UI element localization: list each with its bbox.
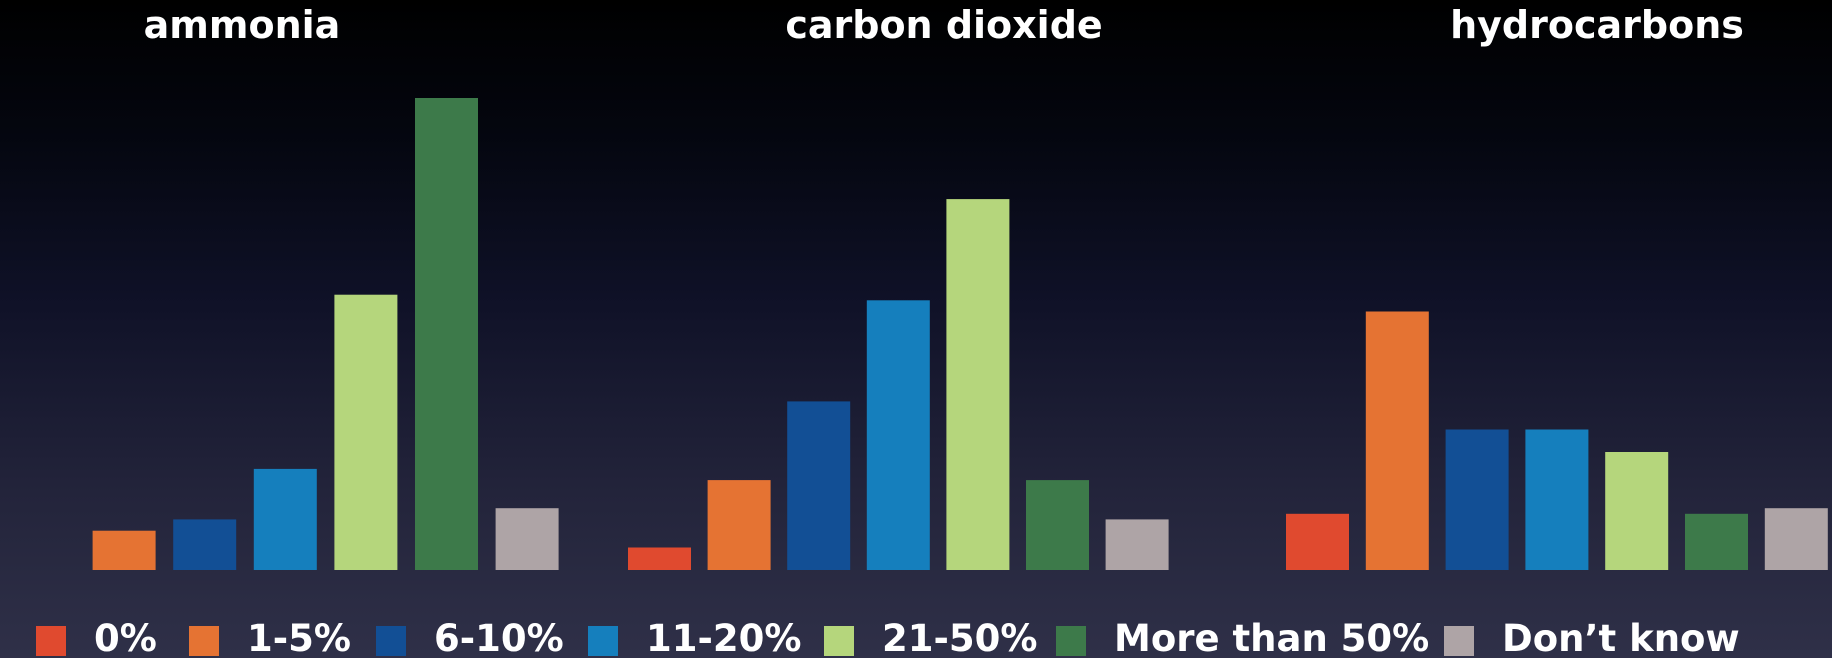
legend: 0% 1-5% 6-10% 11-20% 21-50% More than 50% Don’… — [36, 617, 1740, 658]
chart-panels: ammonia carbon dioxide hydrocarbons — [92, 3, 1828, 570]
chart-panel-0: ammonia — [92, 3, 559, 570]
bar-1-5- — [1365, 311, 1429, 570]
legend-label: Don’t know — [1502, 617, 1740, 658]
legend-swatch — [1056, 626, 1086, 656]
legend-item: Don’t know — [1444, 617, 1740, 658]
bar-11-20- — [866, 300, 930, 570]
bar-6-10- — [787, 401, 851, 570]
legend-item: 6-10% — [376, 617, 564, 658]
legend-item: More than 50% — [1056, 617, 1429, 658]
bar-11-20- — [253, 468, 317, 570]
bar-don-t-know — [1764, 508, 1828, 570]
bar-6-10- — [173, 519, 237, 570]
legend-swatch — [1444, 626, 1474, 656]
legend-swatch — [189, 626, 219, 656]
bar-21-50- — [946, 199, 1010, 570]
legend-label: 21-50% — [882, 617, 1037, 658]
chart-title: carbon dioxide — [785, 3, 1102, 47]
chart-panel-1: carbon dioxide — [628, 3, 1169, 570]
bar-more-than-50- — [1685, 513, 1748, 570]
bar-more-than-50- — [1026, 480, 1089, 570]
bar-0- — [628, 547, 691, 570]
legend-swatch — [588, 626, 618, 656]
bar-more-than-50- — [415, 98, 478, 570]
chart-panel-2: hydrocarbons — [1286, 3, 1828, 570]
legend-label: More than 50% — [1114, 617, 1429, 658]
legend-label: 11-20% — [646, 617, 801, 658]
legend-item: 1-5% — [189, 617, 351, 658]
legend-swatch — [36, 626, 66, 656]
bar-1-5- — [707, 480, 771, 570]
bar-0- — [1286, 513, 1349, 570]
bar-6-10- — [1445, 429, 1509, 570]
legend-item: 21-50% — [824, 617, 1037, 658]
chart-title: hydrocarbons — [1450, 3, 1744, 47]
bar-1-5- — [92, 530, 156, 570]
bar-don-t-know — [1105, 519, 1169, 570]
legend-item: 11-20% — [588, 617, 801, 658]
bar-21-50- — [1605, 452, 1669, 570]
legend-swatch — [824, 626, 854, 656]
chart-title: ammonia — [144, 3, 341, 47]
legend-label: 0% — [94, 617, 157, 658]
bar-11-20- — [1525, 429, 1589, 570]
bar-don-t-know — [495, 508, 559, 570]
bar-21-50- — [334, 294, 398, 570]
legend-label: 1-5% — [247, 617, 351, 658]
legend-item: 0% — [36, 617, 157, 658]
legend-label: 6-10% — [434, 617, 564, 658]
legend-swatch — [376, 626, 406, 656]
